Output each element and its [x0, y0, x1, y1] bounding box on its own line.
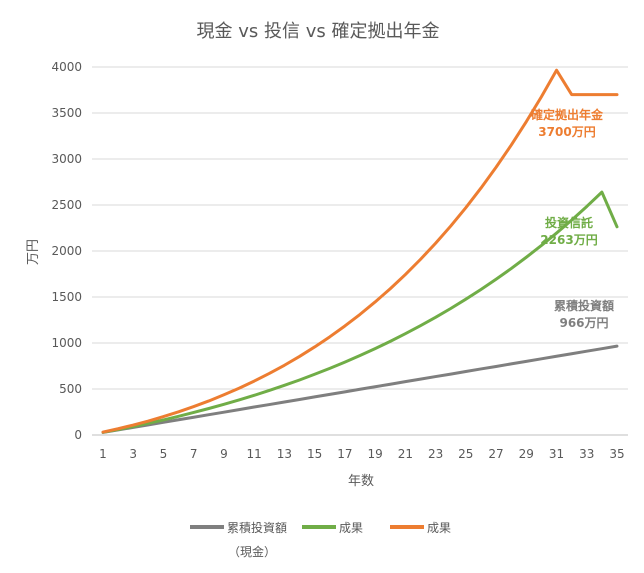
y-tick-label: 2000: [51, 244, 82, 258]
y-tick-label: 3500: [51, 106, 82, 120]
x-tick-label: 1: [99, 447, 107, 461]
legend-label: 成果: [427, 521, 451, 535]
x-tick-label: 5: [160, 447, 168, 461]
annotation-label: 累積投資額: [554, 298, 614, 313]
y-tick-label: 0: [74, 428, 82, 442]
x-tick-label: 7: [190, 447, 198, 461]
series-lines: [101, 68, 619, 434]
legend-label: （現金）: [228, 544, 276, 559]
x-tick-label: 23: [428, 447, 443, 461]
annotation-label: 確定拠出年金: [531, 107, 604, 122]
y-tick-label: 4000: [51, 60, 82, 74]
x-tick-label: 21: [398, 447, 413, 461]
x-axis-ticks: 1 3 5 7 9 11 13 15 17 19 21 23 25 27 29 31 33 35: [99, 447, 624, 461]
legend: 累積投資額 （現金） 成果 成果: [190, 520, 451, 559]
y-tick-label: 3000: [51, 152, 82, 166]
series-line-2: [101, 68, 619, 434]
x-tick-label: 27: [488, 447, 503, 461]
annotation-label: 2263万円: [540, 233, 597, 247]
x-axis-label: 年数: [348, 474, 374, 489]
series-line-1: [101, 190, 619, 434]
y-axis-ticks: 0 500 1000 1500 2000 2500 3000 3500 4000: [51, 60, 82, 442]
annotation-label: 投資信託: [545, 215, 593, 230]
x-tick-label: 35: [609, 447, 624, 461]
chart-title: 現金 vs 投信 vs 確定拠出年金: [197, 21, 440, 42]
annotation-label: 966万円: [559, 316, 608, 330]
x-tick-label: 15: [307, 447, 322, 461]
series-line-0: [101, 344, 619, 434]
x-tick-label: 17: [337, 447, 352, 461]
x-tick-label: 13: [277, 447, 292, 461]
gridlines: [92, 66, 628, 436]
legend-label: 累積投資額: [227, 520, 287, 535]
y-tick-label: 500: [59, 382, 82, 396]
y-tick-label: 1500: [51, 290, 82, 304]
x-tick-label: 9: [220, 447, 228, 461]
y-axis-label: 万円: [26, 239, 41, 265]
x-tick-label: 19: [367, 447, 382, 461]
legend-label: 成果: [339, 521, 363, 535]
x-tick-label: 33: [579, 447, 594, 461]
x-tick-label: 25: [458, 447, 473, 461]
x-tick-label: 3: [129, 447, 137, 461]
y-tick-label: 2500: [51, 198, 82, 212]
x-tick-label: 11: [247, 447, 262, 461]
x-tick-label: 29: [519, 447, 534, 461]
annotation-label: 3700万円: [538, 125, 595, 139]
x-tick-label: 31: [549, 447, 564, 461]
y-tick-label: 1000: [51, 336, 82, 350]
